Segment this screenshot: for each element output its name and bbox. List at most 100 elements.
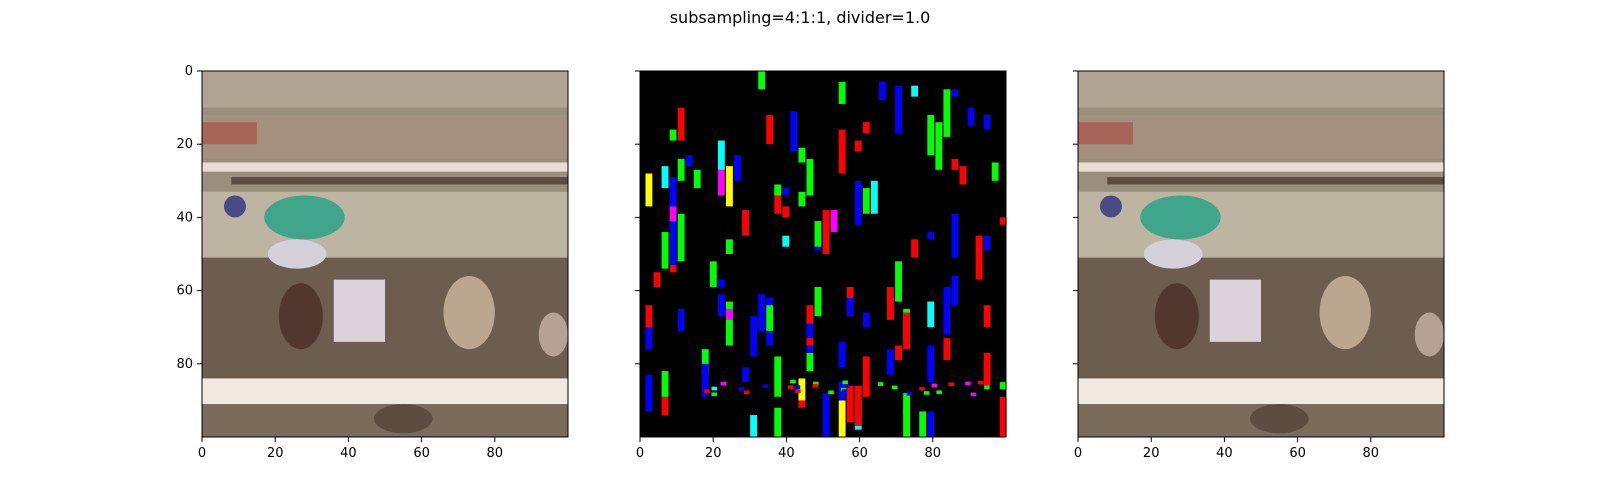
image-bottom-shadow — [374, 404, 433, 434]
diff-block — [645, 305, 653, 342]
diff-line-block — [965, 381, 971, 386]
diff-block — [911, 239, 919, 258]
diff-block — [677, 158, 685, 181]
y-tick-label: 60 — [176, 284, 193, 299]
diff-block — [806, 158, 814, 196]
diff-block — [935, 122, 943, 170]
diff-line-block — [948, 382, 955, 387]
x-tick-label: 20 — [705, 446, 722, 461]
diff-line-block — [936, 390, 942, 395]
x-tick-label: 0 — [1074, 446, 1082, 461]
diff-block — [983, 114, 991, 130]
diff-line-block — [841, 389, 848, 393]
diff-line-block — [984, 385, 990, 390]
image-content — [202, 71, 568, 437]
diff-block — [806, 305, 814, 324]
diff-line-block — [906, 392, 913, 396]
diff-block — [927, 345, 935, 383]
diff-block — [999, 382, 1007, 390]
diff-block — [645, 173, 653, 207]
diff-block — [919, 411, 927, 437]
image-white-stripe — [202, 378, 568, 405]
diff-block — [790, 111, 798, 152]
image-dark-rail — [1107, 177, 1444, 185]
diff-block — [774, 356, 782, 397]
diff-block — [838, 341, 846, 368]
image-white-box — [1209, 279, 1261, 342]
x-tick-label: 80 — [925, 446, 942, 461]
x-tick-label: 40 — [340, 446, 357, 461]
diff-block — [645, 374, 653, 412]
x-tick-label: 20 — [267, 446, 284, 461]
y-tick-label: 80 — [176, 357, 193, 372]
axes-frame — [639, 70, 1007, 438]
diff-line-block — [877, 382, 884, 386]
diff-block — [669, 129, 677, 141]
diff-block — [774, 184, 782, 196]
diff-block — [999, 217, 1007, 225]
diff-line-block — [812, 384, 819, 388]
diff-block — [742, 367, 749, 383]
diff-block — [766, 114, 774, 145]
diff-block — [645, 327, 653, 350]
image-edge-figure — [1414, 312, 1444, 357]
diff-block — [734, 155, 741, 181]
image-horse-dark — [278, 283, 323, 350]
diff-block — [726, 166, 733, 207]
figure-title: subsampling=4:1:1, divider=1.0 — [669, 8, 931, 27]
image-white-blob — [267, 239, 327, 269]
diff-block — [806, 338, 814, 346]
diff-block — [806, 352, 814, 372]
diff-block — [742, 210, 749, 236]
diff-line-block — [813, 381, 819, 386]
diff-block — [814, 286, 822, 317]
diff-block — [669, 221, 677, 265]
image-white-rail — [202, 162, 568, 172]
diff-block — [717, 279, 725, 287]
diff-block — [701, 349, 709, 375]
diff-block — [862, 312, 870, 328]
x-tick-label: 80 — [487, 446, 504, 461]
diff-line-block — [842, 380, 848, 385]
panel-1: 0 20 40 60 80 0 20 40 60 80 — [176, 64, 569, 461]
diff-block — [693, 169, 701, 189]
diff-block — [862, 356, 870, 397]
x-tick-label: 0 — [636, 446, 644, 461]
diff-block — [895, 261, 902, 302]
diff-block — [750, 316, 758, 357]
diff-block — [854, 385, 862, 427]
diff-block — [983, 352, 991, 386]
diff-block — [717, 169, 725, 196]
diff-block — [661, 166, 669, 189]
diff-block — [822, 210, 830, 254]
diff-block — [862, 188, 870, 214]
diff-block — [661, 371, 669, 397]
diff-block — [726, 308, 733, 320]
diff-block — [895, 85, 902, 134]
diff-block — [798, 378, 806, 401]
image-white-stripe — [1078, 378, 1444, 405]
image-red-streak — [1078, 122, 1133, 145]
diff-block — [838, 81, 846, 104]
diff-block — [685, 155, 693, 167]
diff-line-block — [919, 386, 925, 391]
diff-block — [854, 140, 862, 152]
diff-block — [967, 107, 975, 126]
diff-block — [862, 122, 870, 134]
diff-block — [782, 235, 790, 247]
image-band-top — [202, 71, 568, 108]
y-tick-label: 0 — [185, 64, 193, 79]
diff-block — [951, 89, 959, 97]
diff-block — [750, 415, 758, 437]
diff-line-block — [931, 383, 937, 388]
x-tick-label: 80 — [1363, 446, 1380, 461]
diff-line-block — [744, 390, 750, 395]
diff-line-block — [704, 389, 710, 394]
x-tick-label: 0 — [198, 446, 206, 461]
x-tick-label: 40 — [778, 446, 795, 461]
diff-line-block — [720, 381, 727, 386]
diff-line-block — [795, 389, 801, 393]
diff-block — [782, 206, 790, 218]
diff-line-block — [794, 385, 801, 390]
diff-block — [709, 261, 717, 287]
